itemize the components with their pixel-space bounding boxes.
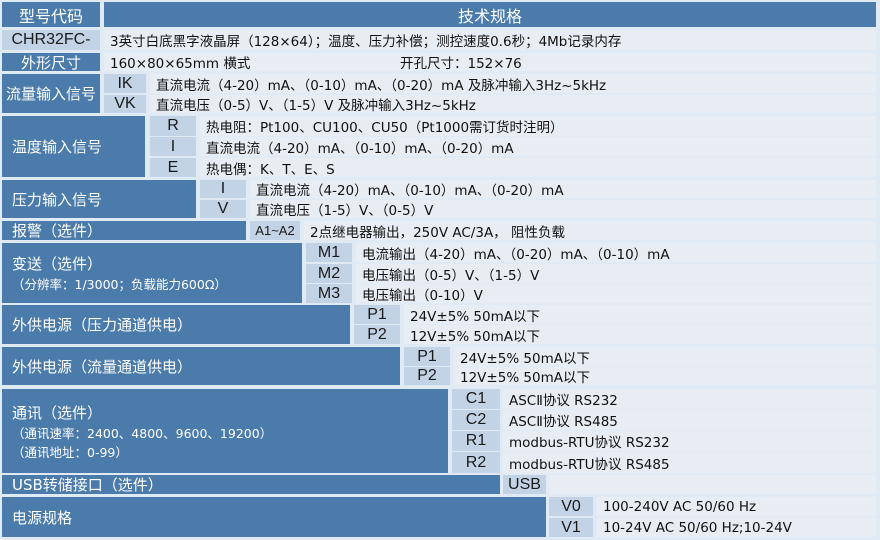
option-desc: 直流电压（0-5）V、（1-5）V 及脉冲输入3Hz~5kHz [150, 95, 876, 113]
group-label: USB转储接口（选件） [12, 476, 163, 494]
group-label: 流量输入信号 [5, 85, 96, 103]
option-code: I [150, 137, 196, 156]
group-label-cell: 电源规格 [2, 497, 546, 537]
option-desc: 直流电压（1-5）V、（0-5）V [250, 200, 876, 218]
group-label-cell: 外供电源（流量通道供电） [2, 347, 400, 385]
option-desc: 2点继电器输出，250V AC/3A， 阻性负载 [304, 221, 876, 240]
option-code: C2 [452, 410, 500, 430]
dimensions-cutout: 开孔尺寸：152×76 [400, 56, 522, 71]
model-desc: 3英寸白底黑字液晶屏（128×64）；温度、压力补偿；测控速度0.6秒；4Mb记… [104, 30, 876, 50]
option-desc: 24V±5% 50mA以下 [454, 347, 876, 366]
option-desc: 24V±5% 50mA以下 [404, 305, 876, 324]
group-label-cell: 温度输入信号 [2, 116, 145, 177]
model-code: CHR32FC- [2, 30, 100, 50]
option-code: E [150, 158, 196, 177]
option-desc: modbus-RTU协议 RS485 [503, 452, 876, 473]
option-desc: modbus-RTU协议 RS232 [503, 431, 876, 451]
option-desc: 12V±5% 50mA以下 [404, 325, 876, 344]
option-code: USB [503, 475, 546, 494]
group-label-cell: USB转储接口（选件） [2, 475, 500, 494]
option-code: IK [104, 74, 146, 93]
group-label-cell: 变送（选件） （分辨率：1/3000；负载能力600Ω） [2, 243, 302, 303]
option-code: R1 [452, 431, 500, 451]
option-desc: 12V±5% 50mA以下 [454, 367, 876, 385]
option-desc: 热电偶：K、T、E、S [200, 158, 876, 177]
option-desc: 直流电流（4-20）mA、（0-10）mA、（0-20）mA [250, 180, 876, 198]
dimensions-desc: 160×80×65mm 横式 开孔尺寸：152×76 [104, 53, 876, 71]
option-code: A1~A2 [250, 221, 300, 240]
option-code: P2 [404, 367, 450, 385]
option-desc: ASCⅡ协议 RS232 [503, 389, 876, 409]
group-note: （分辨率：1/3000；负载能力600Ω） [12, 277, 227, 292]
group-label-cell: 通讯（选件） （通讯速率：2400、4800、9600、19200） （通讯地址：0… [2, 389, 448, 473]
group-note: （通讯速率：2400、4800、9600、19200） [12, 425, 273, 441]
option-code: M2 [306, 264, 352, 283]
option-desc: 电压输出（0-10）V [356, 284, 876, 303]
option-desc [549, 475, 876, 494]
group-label: 外供电源（压力通道供电） [12, 316, 193, 334]
spec-header: 技术规格 [104, 2, 876, 27]
option-desc: ASCⅡ协议 RS485 [503, 410, 876, 430]
group-label-cell: 流量输入信号 [2, 74, 100, 113]
group-label-cell: 压力输入信号 [2, 180, 196, 218]
group-label: 外供电源（流量通道供电） [12, 357, 193, 376]
option-code: P2 [354, 325, 400, 344]
group-label: 温度输入信号 [12, 138, 103, 156]
option-desc: 电流输出（4-20）mA、（0-20）mA、（0-10）mA [356, 243, 876, 262]
group-label: 电源规格 [12, 508, 73, 527]
option-desc: 直流电流（4-20）mA、（0-10）mA、（0-20）mA [200, 137, 876, 156]
group-label-cell: 报警（选件） [2, 221, 246, 240]
option-code: V0 [549, 497, 593, 516]
model-code-header: 型号代码 [2, 2, 100, 27]
option-code: R2 [452, 452, 500, 473]
option-code: I [200, 180, 246, 198]
option-code: R [150, 116, 196, 136]
option-code: P1 [354, 305, 400, 324]
group-label: 报警（选件） [12, 222, 103, 240]
group-label: 通讯（选件） [12, 403, 103, 422]
group-note: （通讯地址：0-99） [12, 444, 128, 460]
option-code: V1 [549, 518, 593, 537]
option-desc: 电压输出（0-5）V、（1-5）V [356, 264, 876, 283]
option-desc: 100-240V AC 50/60 Hz [597, 497, 876, 516]
dimensions-size: 160×80×65mm 横式 [110, 56, 251, 71]
option-desc: 10-24V AC 50/60 Hz;10-24V [597, 518, 876, 537]
group-label: 压力输入信号 [12, 190, 103, 209]
group-label-cell: 外供电源（压力通道供电） [2, 305, 350, 344]
option-code: M1 [306, 243, 352, 262]
option-desc: 热电阻：Pt100、CU100、CU50（Pt1000需订货时注明） [200, 116, 876, 136]
option-code: M3 [306, 284, 352, 303]
dimensions-label: 外形尺寸 [2, 53, 100, 71]
option-code: C1 [452, 389, 500, 409]
option-desc: 直流电流（4-20）mA、（0-10）mA、（0-20）mA 及脉冲输入3Hz~… [150, 74, 876, 93]
group-label: 变送（选件） [12, 255, 103, 273]
option-code: V [200, 200, 246, 218]
option-code: VK [104, 95, 146, 113]
option-code: P1 [404, 347, 450, 366]
